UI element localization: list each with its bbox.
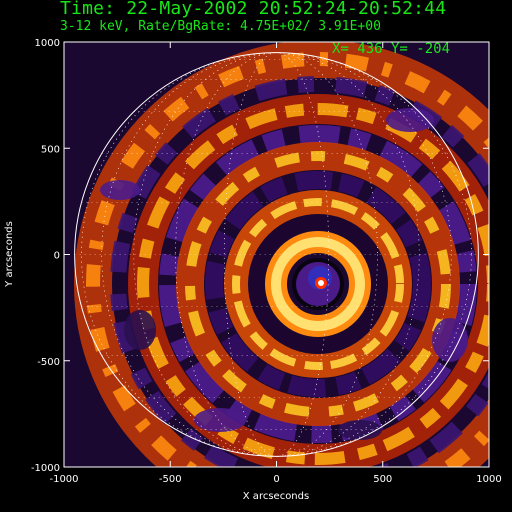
x-tick-label: -1000 (49, 474, 78, 485)
x-tick-label: 1000 (476, 474, 501, 485)
cursor-readout: X= 436 Y= -204 (332, 41, 451, 57)
energy-rate-label: 3-12 keV, Rate/BgRate: 4.75E+02/ 3.91E+0… (60, 19, 381, 34)
heatmap-image (64, 42, 489, 467)
heliographic-grid (74, 52, 479, 457)
x-tick-label: 500 (373, 474, 392, 485)
y-axis: 1000 500 0 -500 -1000 (31, 38, 489, 474)
grid-longitude-line (223, 52, 330, 457)
time-label: Time: 22-May-2002 20:52:24-20:52:44 (60, 0, 447, 19)
y-tick-label: 500 (41, 144, 60, 155)
y-tick-label: -500 (37, 357, 60, 368)
y-axis-label: Y arcseconds (4, 221, 15, 288)
grid-longitude-line (175, 52, 378, 457)
y-tick-label: 0 (54, 251, 60, 262)
x-axis: -1000 -500 0 500 1000 (49, 42, 502, 485)
x-axis-label: X arcseconds (243, 491, 309, 502)
grid-longitude-line (101, 52, 452, 457)
grid-longitude-line (133, 52, 420, 457)
x-tick-label: 0 (273, 474, 279, 485)
x-tick-label: -500 (159, 474, 182, 485)
grid-longitude-line (81, 52, 472, 457)
y-tick-label: 1000 (35, 38, 60, 49)
y-tick-label: -1000 (31, 463, 60, 474)
